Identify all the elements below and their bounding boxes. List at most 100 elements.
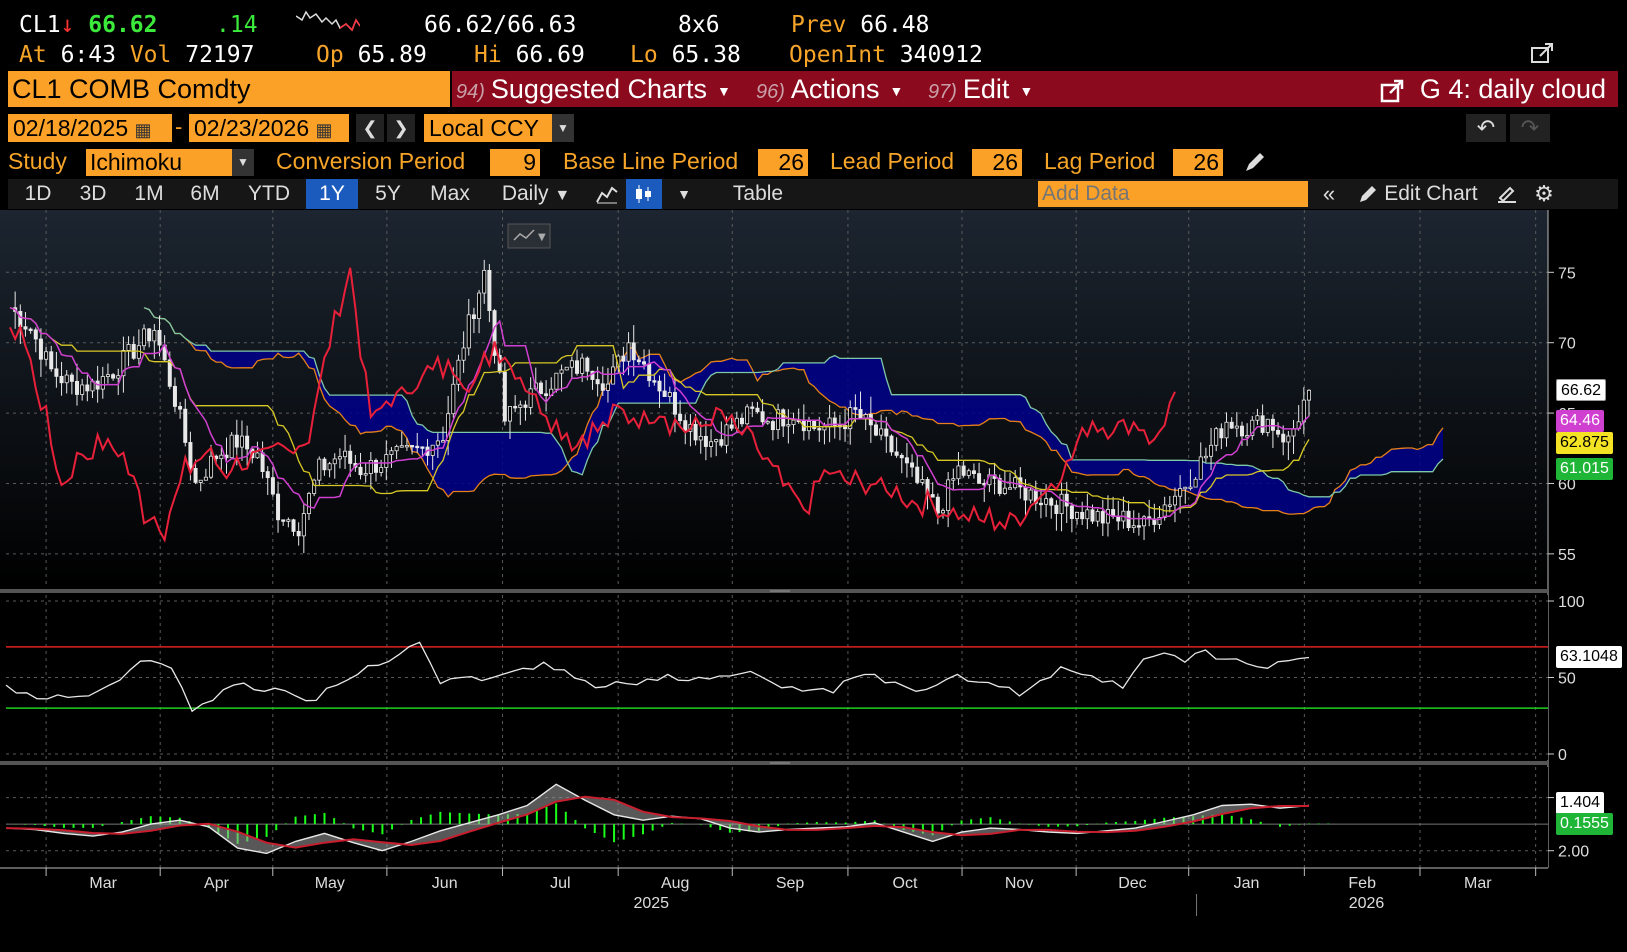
lead-period-input[interactable]: 26: [972, 149, 1022, 176]
edit-chart-button[interactable]: Edit Chart: [1348, 179, 1488, 209]
candle-body: [508, 406, 513, 422]
chart-style-icon[interactable]: ▼: [507, 223, 551, 249]
month-label: Mar: [89, 875, 117, 892]
pencil-icon[interactable]: [1243, 150, 1267, 174]
candle-body: [368, 459, 373, 474]
study-select[interactable]: Ichimoku ▼: [86, 149, 254, 176]
sparkline-icon: [296, 10, 360, 32]
calendar-icon[interactable]: ▦: [134, 120, 152, 140]
candle-body: [239, 435, 244, 448]
candle-body: [904, 457, 909, 464]
time-volume: At 6:43 Vol 72197: [19, 42, 255, 68]
candle-body: [219, 454, 224, 460]
conversion-period-input[interactable]: 9: [490, 149, 540, 176]
candle-body: [126, 344, 131, 351]
candle-body: [858, 409, 863, 419]
lag-period-label: Lag Period: [1044, 148, 1156, 174]
redo-button[interactable]: ↷: [1510, 114, 1550, 142]
candle-body: [306, 493, 311, 514]
candle-body: [1136, 525, 1141, 528]
candle-body: [332, 458, 337, 465]
suggested-charts-menu[interactable]: 94) Suggested Charts ▼: [452, 71, 754, 107]
candlestick-icon[interactable]: [626, 179, 662, 209]
caret-down-icon: ▼: [889, 82, 904, 99]
candle-body: [1178, 488, 1183, 497]
period-5y[interactable]: 5Y: [375, 182, 401, 205]
candle-body: [935, 496, 940, 514]
line-chart-icon[interactable]: [590, 179, 624, 209]
candle-body: [172, 385, 177, 407]
lag-period-input[interactable]: 26: [1173, 149, 1223, 176]
candle-body: [276, 493, 281, 521]
candle-body: [1301, 399, 1306, 423]
candle-body: [85, 384, 90, 392]
collapse-icon[interactable]: «: [1322, 181, 1336, 206]
candle-body: [518, 404, 523, 408]
calendar-icon[interactable]: ▦: [315, 120, 333, 140]
candle-body: [1105, 509, 1110, 524]
candle-body: [1183, 486, 1188, 490]
candle-body: [348, 450, 353, 464]
candle-body: [956, 465, 961, 480]
candle-body: [100, 376, 105, 390]
candle-body: [1038, 502, 1043, 506]
frequency-select[interactable]: Daily ▼: [501, 182, 571, 205]
candle-body: [157, 330, 162, 346]
cloud-fill: [144, 307, 1443, 515]
currency-select[interactable]: Local CCY ▼: [424, 114, 574, 142]
period-1m[interactable]: 1M: [134, 182, 164, 205]
period-max[interactable]: Max: [430, 182, 470, 205]
candle-body: [265, 471, 270, 479]
candle-body: [1064, 493, 1069, 507]
external-link-icon[interactable]: [1380, 79, 1406, 103]
candle-body: [234, 434, 239, 448]
candle-body: [502, 371, 507, 422]
caret-down-icon[interactable]: ▼: [552, 114, 574, 142]
rsi-y-axis: 0 50 100: [1548, 594, 1585, 764]
actions-menu[interactable]: 96) Actions ▼: [752, 71, 926, 107]
period-ytd[interactable]: YTD: [248, 182, 290, 205]
candle-body: [322, 458, 327, 471]
prev-range-button[interactable]: ❮: [356, 114, 384, 142]
caret-down-icon: ▼: [1019, 82, 1034, 99]
chart-type-caret-icon[interactable]: ▼: [677, 186, 691, 202]
next-range-button[interactable]: ❯: [387, 114, 415, 142]
candle-body: [270, 477, 275, 495]
pencil-icon: [1360, 186, 1377, 203]
svg-text:▼: ▼: [538, 232, 546, 243]
month-label: Jul: [550, 875, 570, 892]
price-panel[interactable]: [0, 210, 1548, 588]
base-line-period-input[interactable]: 26: [758, 149, 808, 176]
add-data-input[interactable]: [1038, 181, 1308, 207]
candle-body: [544, 393, 549, 397]
candle-body: [152, 330, 157, 342]
undo-button[interactable]: ↶: [1466, 114, 1506, 142]
period-1y[interactable]: 1Y: [306, 179, 358, 209]
candle-body: [28, 328, 33, 332]
candle-body: [776, 409, 781, 431]
candle-body: [404, 445, 409, 448]
start-date-field[interactable]: 02/18/2025 ▦: [8, 114, 172, 142]
candle-body: [678, 413, 683, 422]
table-button[interactable]: Table: [732, 182, 784, 205]
candle-body: [286, 519, 291, 522]
edit-menu[interactable]: 97) Edit ▼: [924, 71, 1054, 107]
candle-body: [1193, 478, 1198, 488]
annotate-icon[interactable]: [1490, 179, 1524, 209]
caret-down-icon[interactable]: ▼: [232, 149, 254, 176]
period-3d[interactable]: 3D: [79, 182, 107, 205]
candle-body: [1080, 511, 1085, 520]
period-1d[interactable]: 1D: [24, 182, 52, 205]
candle-body: [884, 428, 889, 437]
popout-window-icon[interactable]: [1530, 42, 1556, 68]
month-label: Dec: [1118, 875, 1146, 892]
candle-body: [750, 406, 755, 409]
settings-gear-icon[interactable]: ⚙: [1534, 181, 1554, 206]
end-date-field[interactable]: 02/23/2026 ▦: [189, 114, 349, 142]
period-6m[interactable]: 6M: [190, 182, 220, 205]
leading-span-a-line: [143, 307, 1444, 515]
candle-body: [497, 355, 502, 373]
security-ticker[interactable]: CL1 COMB Comdty: [8, 71, 450, 107]
candle-body: [946, 479, 951, 512]
